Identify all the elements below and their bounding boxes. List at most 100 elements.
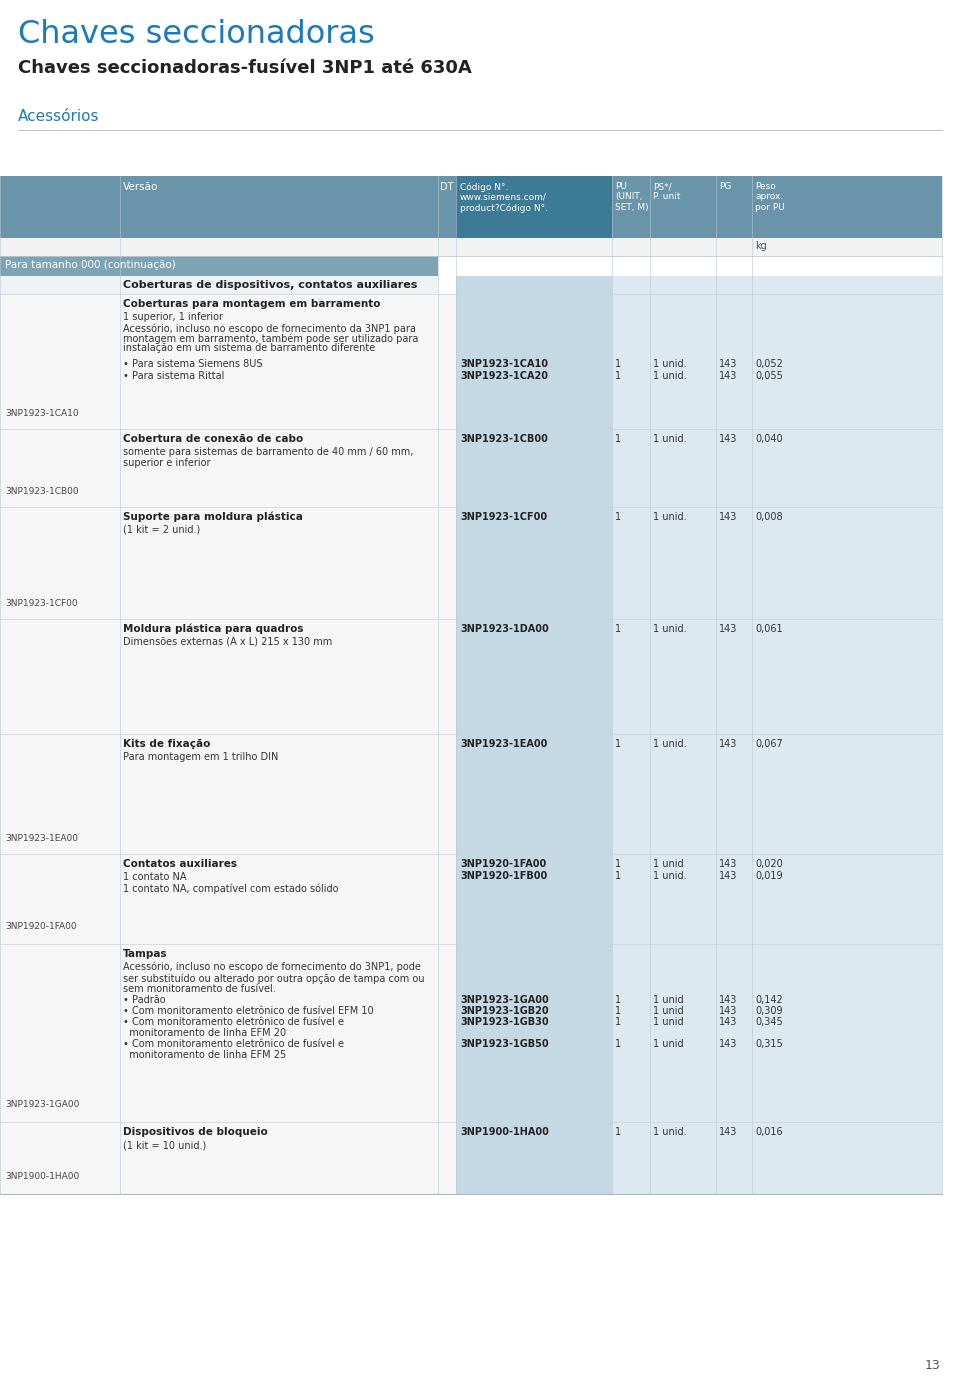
- Bar: [752, 276, 942, 294]
- Text: Tampas: Tampas: [123, 949, 168, 959]
- Bar: [716, 735, 752, 855]
- Bar: [650, 619, 716, 735]
- Text: 1: 1: [615, 625, 621, 634]
- Bar: [650, 855, 716, 944]
- Bar: [650, 1122, 716, 1195]
- Text: 1 unid.: 1 unid.: [653, 871, 686, 881]
- Bar: [120, 1122, 438, 1195]
- Bar: [120, 429, 438, 507]
- Bar: [120, 507, 438, 619]
- Text: 0,142: 0,142: [755, 995, 782, 1005]
- Bar: [612, 855, 650, 944]
- Bar: [716, 507, 752, 619]
- Text: 1 unid: 1 unid: [653, 1006, 684, 1016]
- Bar: [612, 276, 650, 294]
- Text: 3NP1923-1CB00: 3NP1923-1CB00: [5, 487, 79, 496]
- Text: 143: 143: [719, 360, 737, 369]
- Text: 3NP1920-1FB00: 3NP1920-1FB00: [460, 871, 547, 881]
- Text: 1 unid.: 1 unid.: [653, 739, 686, 749]
- Text: PS*/
P. unit: PS*/ P. unit: [653, 183, 681, 201]
- Text: Acessórios: Acessórios: [18, 109, 100, 124]
- Text: PU
(UNIT,
SET, M): PU (UNIT, SET, M): [615, 183, 649, 212]
- Text: kg: kg: [755, 241, 767, 251]
- Text: montagem em barramento, também pode ser utilizado para: montagem em barramento, também pode ser …: [123, 333, 419, 343]
- Text: 0,061: 0,061: [755, 625, 782, 634]
- Text: PG: PG: [719, 183, 732, 191]
- Bar: [0, 1122, 120, 1195]
- Text: 143: 143: [719, 625, 737, 634]
- Text: Dispositivos de bloqueio: Dispositivos de bloqueio: [123, 1126, 268, 1138]
- Bar: [438, 619, 456, 735]
- Bar: [650, 507, 716, 619]
- Bar: [752, 855, 942, 944]
- Text: 3NP1923-1DA00: 3NP1923-1DA00: [460, 625, 549, 634]
- Text: 143: 143: [719, 739, 737, 749]
- Bar: [612, 294, 650, 429]
- Text: Para tamanho 000 (continuação): Para tamanho 000 (continuação): [5, 261, 176, 270]
- Text: Acessório, incluso no escopo de fornecimento da 3NP1 para: Acessório, incluso no escopo de fornecim…: [123, 323, 416, 333]
- Text: 1: 1: [615, 1039, 621, 1050]
- Bar: [716, 429, 752, 507]
- Text: 3NP1923-1GB20: 3NP1923-1GB20: [460, 1006, 548, 1016]
- Text: 1 unid: 1 unid: [653, 995, 684, 1005]
- Bar: [716, 619, 752, 735]
- Bar: [456, 619, 612, 735]
- Bar: [752, 429, 942, 507]
- Text: 0,040: 0,040: [755, 434, 782, 445]
- Text: • Para sistema Rittal: • Para sistema Rittal: [123, 371, 225, 381]
- Bar: [716, 855, 752, 944]
- Text: 1 contato NA, compatível com estado sólido: 1 contato NA, compatível com estado sóli…: [123, 882, 339, 894]
- Bar: [456, 944, 612, 1122]
- Text: 3NP1923-1GB50: 3NP1923-1GB50: [460, 1039, 548, 1050]
- Bar: [120, 176, 438, 238]
- Text: 143: 143: [719, 871, 737, 881]
- Text: Moldura plástica para quadros: Moldura plástica para quadros: [123, 625, 303, 634]
- Text: 1: 1: [615, 371, 621, 381]
- Text: 0,016: 0,016: [755, 1126, 782, 1138]
- Bar: [752, 294, 942, 429]
- Text: 3NP1900-1HA00: 3NP1900-1HA00: [5, 1172, 80, 1181]
- Bar: [752, 176, 942, 238]
- Text: Cobertura de conexão de cabo: Cobertura de conexão de cabo: [123, 434, 303, 445]
- Text: Kits de fixação: Kits de fixação: [123, 739, 210, 749]
- Text: 3NP1923-1CA20: 3NP1923-1CA20: [460, 371, 548, 381]
- Bar: [0, 276, 438, 294]
- Text: 3NP1900-1HA00: 3NP1900-1HA00: [460, 1126, 549, 1138]
- Text: DT: DT: [440, 183, 453, 192]
- Text: Peso
aprox.
por PU: Peso aprox. por PU: [755, 183, 784, 212]
- Text: 143: 143: [719, 371, 737, 381]
- Bar: [456, 735, 612, 855]
- Bar: [0, 176, 120, 238]
- Bar: [0, 619, 120, 735]
- Text: 1: 1: [615, 434, 621, 445]
- Text: 143: 143: [719, 859, 737, 868]
- Text: 143: 143: [719, 1006, 737, 1016]
- Bar: [612, 507, 650, 619]
- Bar: [438, 176, 456, 238]
- Text: 3NP1923-1GB30: 3NP1923-1GB30: [460, 1018, 548, 1027]
- Text: 3NP1923-1CF00: 3NP1923-1CF00: [5, 599, 78, 608]
- Text: 1: 1: [615, 871, 621, 881]
- Text: ser substituído ou alterado por outra opção de tampa com ou: ser substituído ou alterado por outra op…: [123, 973, 424, 984]
- Text: 1: 1: [615, 1006, 621, 1016]
- Bar: [650, 429, 716, 507]
- Bar: [612, 735, 650, 855]
- Text: Suporte para moldura plástica: Suporte para moldura plástica: [123, 512, 302, 523]
- Bar: [0, 429, 120, 507]
- Text: 143: 143: [719, 1126, 737, 1138]
- Bar: [612, 429, 650, 507]
- Text: 13: 13: [924, 1359, 940, 1372]
- Bar: [0, 944, 120, 1122]
- Text: 1 unid.: 1 unid.: [653, 1126, 686, 1138]
- Text: instalação em um sistema de barramento diferente: instalação em um sistema de barramento d…: [123, 343, 375, 353]
- Text: 0,055: 0,055: [755, 371, 782, 381]
- Bar: [0, 735, 120, 855]
- Bar: [612, 176, 650, 238]
- Text: Acessório, incluso no escopo de fornecimento do 3NP1, pode: Acessório, incluso no escopo de fornecim…: [123, 962, 420, 973]
- Text: 143: 143: [719, 1018, 737, 1027]
- Text: 3NP1923-1CA10: 3NP1923-1CA10: [460, 360, 548, 369]
- Bar: [0, 238, 942, 256]
- Text: 3NP1920-1FA00: 3NP1920-1FA00: [460, 859, 546, 868]
- Text: 1: 1: [615, 859, 621, 868]
- Text: 1 superior, 1 inferior: 1 superior, 1 inferior: [123, 312, 223, 322]
